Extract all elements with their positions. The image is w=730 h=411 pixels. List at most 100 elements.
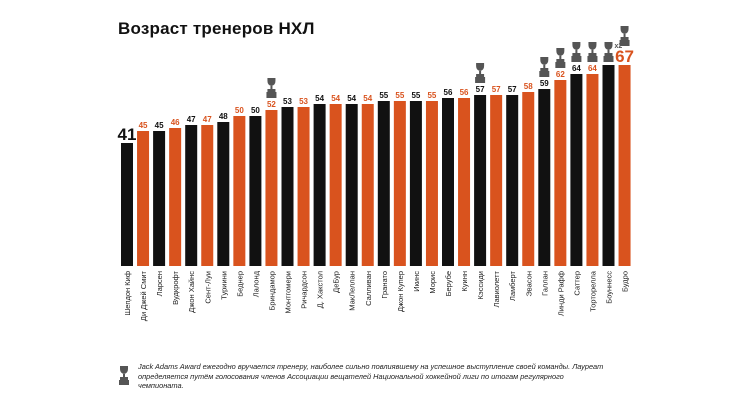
category-label: Саттер xyxy=(572,271,581,296)
category-label: Шепдон Киф xyxy=(123,271,132,316)
bar xyxy=(393,101,406,266)
value-label: 56 xyxy=(444,88,453,97)
category-label: Беднер xyxy=(235,271,244,297)
bar xyxy=(153,131,166,266)
category-label: Берубе xyxy=(444,271,453,296)
value-label: 62 xyxy=(556,70,565,79)
category-label: Икинс xyxy=(412,271,421,292)
category-label: Лалонд xyxy=(251,270,260,297)
bar xyxy=(506,95,519,266)
bar xyxy=(361,104,374,266)
bar xyxy=(474,95,487,266)
category-label: Бриндамор xyxy=(267,271,276,310)
trophy-multiplier: x2 xyxy=(615,43,623,50)
value-label: 57 xyxy=(476,85,485,94)
value-label: 67 xyxy=(615,47,634,66)
trophy-icon xyxy=(266,78,277,98)
bar xyxy=(265,110,278,266)
bar xyxy=(442,98,454,266)
value-label: 57 xyxy=(508,85,517,94)
bar xyxy=(249,116,262,266)
category-label: Галлан xyxy=(540,271,549,296)
category-label: Кэссиди xyxy=(476,271,485,299)
category-label: Ричардсон xyxy=(300,271,309,309)
bar xyxy=(377,101,390,266)
category-label: Ди Джей Смит xyxy=(139,270,148,321)
category-label: Эвасон xyxy=(524,271,533,297)
value-label: 54 xyxy=(347,94,356,103)
category-label: Д. Хакстол xyxy=(316,271,325,308)
category-label: Салливан xyxy=(364,271,373,306)
category-label: Торторелла xyxy=(588,270,597,312)
category-label: Джон Купер xyxy=(396,271,405,312)
bar xyxy=(458,98,471,266)
category-label: Лавиолетт xyxy=(492,270,501,307)
category-label: Джон Хайнс xyxy=(187,271,196,313)
category-label: Ламберт xyxy=(508,270,517,301)
footnote: Jack Adams Award ежегодно вручается трен… xyxy=(138,362,604,391)
category-label: Боуннесс xyxy=(605,271,614,304)
bar xyxy=(490,95,503,266)
trophy-icon xyxy=(119,366,129,385)
category-label: Сент-Луи xyxy=(203,271,212,304)
value-label: 48 xyxy=(219,112,228,121)
bar xyxy=(313,104,326,266)
trophy-icon xyxy=(571,42,582,62)
bar xyxy=(201,125,214,266)
bar xyxy=(297,107,310,266)
value-label: 54 xyxy=(363,94,372,103)
trophy-icon xyxy=(603,42,614,62)
category-label: Будро xyxy=(621,271,630,292)
category-label: Ларсен xyxy=(155,271,164,296)
trophy-icon xyxy=(475,63,486,83)
bar xyxy=(409,101,422,266)
value-label: 56 xyxy=(460,88,469,97)
value-label: 47 xyxy=(203,115,212,124)
value-label: 55 xyxy=(395,91,404,100)
trophy-icon xyxy=(619,26,630,46)
bar xyxy=(137,131,150,266)
value-label: 41 xyxy=(118,125,137,144)
value-label: 45 xyxy=(155,121,164,130)
category-label: Линди Рафф xyxy=(556,271,565,316)
value-label: 59 xyxy=(540,79,549,88)
bar xyxy=(538,89,551,266)
bar xyxy=(281,107,294,266)
bar xyxy=(570,74,583,266)
value-label: 55 xyxy=(427,91,436,100)
value-label: 52 xyxy=(267,100,276,109)
category-label: Туриини xyxy=(219,271,228,300)
bar xyxy=(618,65,631,266)
category-label: Вудкрофт xyxy=(171,270,180,304)
bar xyxy=(121,143,133,266)
bar xyxy=(602,65,615,266)
category-label: Морис xyxy=(428,271,437,294)
value-label: 47 xyxy=(187,115,196,124)
value-label: 45 xyxy=(139,121,148,130)
trophy-icon xyxy=(539,57,550,77)
bar xyxy=(586,74,599,266)
category-label: ДеБур xyxy=(332,271,341,293)
trophy-icon xyxy=(555,48,566,68)
value-label: 64 xyxy=(572,64,581,73)
value-label: 50 xyxy=(235,106,244,115)
bar xyxy=(522,92,535,266)
category-label: Куинн xyxy=(460,271,469,292)
value-label: 58 xyxy=(524,82,533,91)
value-label: 53 xyxy=(299,97,308,106)
bar xyxy=(217,122,230,266)
value-label: 50 xyxy=(251,106,260,115)
category-label: Монтгомери xyxy=(284,271,293,314)
bar xyxy=(329,104,342,266)
value-label: 64 xyxy=(588,64,597,73)
bar xyxy=(185,125,198,266)
bar xyxy=(345,104,358,266)
bar xyxy=(233,116,246,266)
trophy-icon xyxy=(587,42,598,62)
value-label: 57 xyxy=(492,85,501,94)
value-label: 53 xyxy=(283,97,292,106)
value-label: 55 xyxy=(379,91,388,100)
value-label: 46 xyxy=(171,118,180,127)
value-label: 54 xyxy=(331,94,340,103)
